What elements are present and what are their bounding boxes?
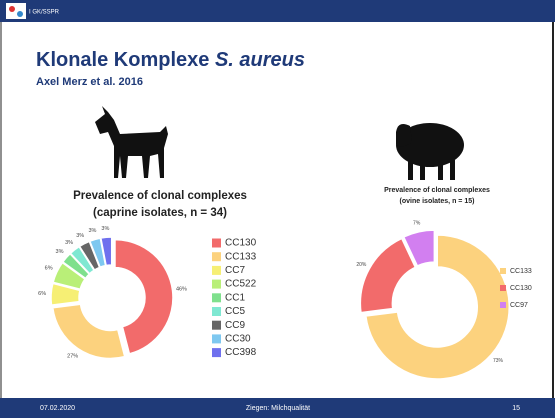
legend-label: CC133 — [225, 251, 257, 262]
chart-subtitle: (caprine isolates, n = 34) — [93, 207, 227, 219]
chart-title: Prevalence of clonal complexes — [384, 187, 490, 194]
legend-label: CC1 — [225, 292, 245, 303]
slide: I GK/SSPR Klonale Komplexe S. aureus Axe… — [0, 0, 555, 418]
chart-title: Prevalence of clonal complexes — [73, 190, 247, 202]
legend-swatch — [212, 321, 221, 330]
legend-label: CC522 — [225, 279, 257, 290]
legend-label: CC9 — [225, 320, 245, 331]
logo — [6, 3, 26, 19]
logo-dot — [17, 11, 23, 17]
data-label: 7% — [413, 220, 421, 226]
chart-subtitle: (ovine isolates, n = 15) — [400, 198, 475, 205]
footer-page: 15 — [512, 405, 520, 412]
legend-swatch — [212, 334, 221, 343]
legend-swatch — [212, 266, 221, 275]
legend-label: CC97 — [510, 302, 528, 309]
data-label: 27% — [67, 353, 78, 359]
legend-swatch — [500, 268, 506, 274]
legend-label: CC133 — [510, 268, 532, 275]
logo-dot — [9, 6, 15, 12]
data-label: 3% — [88, 228, 96, 234]
slide-title: Klonale Komplexe S. aureus — [36, 49, 305, 71]
data-label: 20% — [356, 262, 367, 268]
logo-text: I GK/SSPR — [29, 10, 60, 16]
data-label: 6% — [38, 291, 46, 297]
data-label: 3% — [76, 233, 84, 239]
data-label: 3% — [65, 240, 73, 246]
data-label: 3% — [101, 226, 109, 232]
legend-label: CC5 — [225, 306, 245, 317]
legend-swatch — [212, 348, 221, 357]
title-italic: S. aureus — [215, 49, 305, 71]
legend-swatch — [212, 293, 221, 302]
legend-label: CC130 — [225, 238, 257, 249]
data-label: 6% — [45, 266, 53, 272]
legend-swatch — [500, 302, 506, 308]
legend-label: CC30 — [225, 334, 251, 345]
footer-date: 07.02.2020 — [40, 405, 75, 412]
legend-label: CC398 — [225, 347, 257, 358]
legend-swatch — [212, 307, 221, 316]
slide-subtitle: Axel Merz et al. 2016 — [36, 76, 143, 88]
data-label: 73% — [493, 358, 504, 364]
legend-label: CC130 — [510, 285, 532, 292]
legend-swatch — [212, 280, 221, 289]
title-text: Klonale Komplexe — [36, 49, 209, 71]
data-label: 3% — [56, 249, 64, 255]
legend-swatch — [212, 239, 221, 248]
data-label: 46% — [176, 287, 187, 293]
footer-center: Ziegen: Milchqualität — [246, 405, 310, 412]
legend-label: CC7 — [225, 265, 245, 276]
legend-swatch — [212, 252, 221, 261]
legend-swatch — [500, 285, 506, 291]
top-bar — [0, 0, 555, 22]
